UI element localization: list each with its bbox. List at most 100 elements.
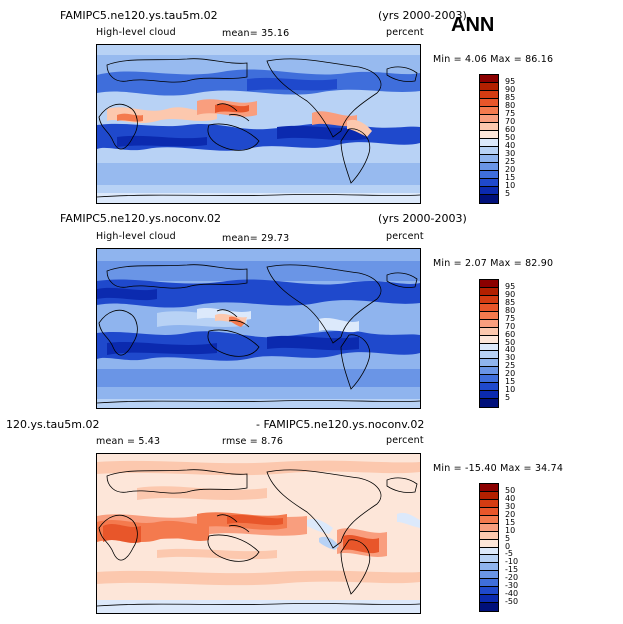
colorbar-cell xyxy=(480,555,498,564)
colorbar-cell xyxy=(480,163,498,171)
middle-map-field xyxy=(97,249,420,408)
bottom-case-name-left: 120.ys.tau5m.02 xyxy=(6,418,100,431)
colorbar-label: 80 xyxy=(505,305,516,315)
colorbar-cell xyxy=(480,499,498,508)
top-map xyxy=(96,44,421,204)
colorbar-label: 30 xyxy=(505,501,516,511)
colorbar-cell xyxy=(480,587,498,596)
top-mean: mean= 35.16 xyxy=(222,28,290,39)
colorbar-label: 20 xyxy=(505,165,516,174)
colorbar-cell xyxy=(480,507,498,516)
colorbar-cell xyxy=(480,595,498,604)
colorbar-cell xyxy=(480,563,498,572)
middle-colorbar xyxy=(479,279,499,408)
middle-variable: High-level cloud xyxy=(96,231,176,242)
colorbar-cell xyxy=(480,179,498,187)
colorbar-label: 80 xyxy=(505,101,516,110)
colorbar-cell xyxy=(480,579,498,588)
colorbar-label: 20 xyxy=(505,509,516,519)
top-map-field xyxy=(97,45,420,203)
colorbar-label: -5 xyxy=(505,549,513,559)
colorbar-label: 10 xyxy=(505,525,516,535)
colorbar-label: 90 xyxy=(505,85,516,94)
colorbar-label: 15 xyxy=(505,377,516,387)
middle-years: (yrs 2000-2003) xyxy=(378,212,467,225)
colorbar-label: 5 xyxy=(505,393,511,403)
colorbar-label: 75 xyxy=(505,313,516,323)
colorbar-label: 15 xyxy=(505,173,516,182)
colorbar-label: 5 xyxy=(505,189,511,198)
top-case-name: FAMIPC5.ne120.ys.tau5m.02 xyxy=(60,9,218,22)
colorbar-cell xyxy=(480,195,498,203)
colorbar-cell xyxy=(480,303,498,312)
colorbar-label: 0 xyxy=(505,541,511,551)
top-colorbar xyxy=(479,74,499,204)
colorbar-cell xyxy=(480,75,498,83)
colorbar-cell xyxy=(480,539,498,548)
colorbar-label: 60 xyxy=(505,329,516,339)
colorbar-label: 60 xyxy=(505,125,516,134)
colorbar-label: -40 xyxy=(505,589,519,599)
top-variable: High-level cloud xyxy=(96,27,176,38)
colorbar-cell xyxy=(480,123,498,131)
colorbar-label: 70 xyxy=(505,321,516,331)
colorbar-label: 50 xyxy=(505,337,516,347)
colorbar-cell xyxy=(480,571,498,580)
colorbar-cell xyxy=(480,603,498,611)
colorbar-cell xyxy=(480,280,498,288)
colorbar-cell xyxy=(480,155,498,163)
colorbar-cell xyxy=(480,399,498,407)
colorbar-cell xyxy=(480,311,498,320)
bottom-minmax: Min = -15.40 Max = 34.74 xyxy=(433,463,564,474)
colorbar-cell xyxy=(480,383,498,392)
colorbar-cell xyxy=(480,295,498,304)
colorbar-cell xyxy=(480,359,498,368)
colorbar-label: -50 xyxy=(505,597,519,607)
colorbar-cell xyxy=(480,391,498,400)
colorbar-label: 30 xyxy=(505,353,516,363)
colorbar-label: 85 xyxy=(505,93,516,102)
colorbar-label: 75 xyxy=(505,109,516,118)
colorbar-label: 15 xyxy=(505,517,516,527)
bottom-case-name-right: - FAMIPC5.ne120.ys.noconv.02 xyxy=(256,418,425,431)
bottom-rmse: rmse = 8.76 xyxy=(222,436,284,447)
colorbar-cell xyxy=(480,351,498,360)
colorbar-cell xyxy=(480,115,498,123)
bottom-map xyxy=(96,453,421,614)
colorbar-cell xyxy=(480,171,498,179)
middle-minmax: Min = 2.07 Max = 82.90 xyxy=(433,258,554,269)
colorbar-label: 25 xyxy=(505,361,516,371)
colorbar-label: 40 xyxy=(505,345,516,355)
colorbar-label: 40 xyxy=(505,493,516,503)
colorbar-cell xyxy=(480,83,498,91)
bottom-map-field xyxy=(97,454,420,613)
colorbar-cell xyxy=(480,484,498,492)
colorbar-cell xyxy=(480,335,498,344)
middle-case-name: FAMIPC5.ne120.ys.noconv.02 xyxy=(60,212,221,225)
colorbar-cell xyxy=(480,343,498,352)
colorbar-label: 95 xyxy=(505,281,516,291)
colorbar-label: -15 xyxy=(505,565,519,575)
colorbar-label: 70 xyxy=(505,117,516,126)
colorbar-label: -30 xyxy=(505,581,519,591)
middle-map xyxy=(96,248,421,409)
colorbar-cell xyxy=(480,99,498,107)
colorbar-cell xyxy=(480,491,498,500)
colorbar-cell xyxy=(480,131,498,139)
top-years: (yrs 2000-2003) xyxy=(378,9,467,22)
colorbar-label: 10 xyxy=(505,181,516,190)
colorbar-cell xyxy=(480,375,498,384)
colorbar-cell xyxy=(480,147,498,155)
bottom-colorbar xyxy=(479,483,499,612)
colorbar-label: 10 xyxy=(505,385,516,395)
colorbar-cell xyxy=(480,367,498,376)
colorbar-cell xyxy=(480,91,498,99)
colorbar-label: 40 xyxy=(505,141,516,150)
colorbar-cell xyxy=(480,107,498,115)
middle-mean: mean= 29.73 xyxy=(222,233,290,244)
colorbar-cell xyxy=(480,319,498,328)
colorbar-label: 20 xyxy=(505,369,516,379)
colorbar-label: 30 xyxy=(505,149,516,158)
colorbar-label: 85 xyxy=(505,297,516,307)
bottom-units: percent xyxy=(386,435,424,446)
